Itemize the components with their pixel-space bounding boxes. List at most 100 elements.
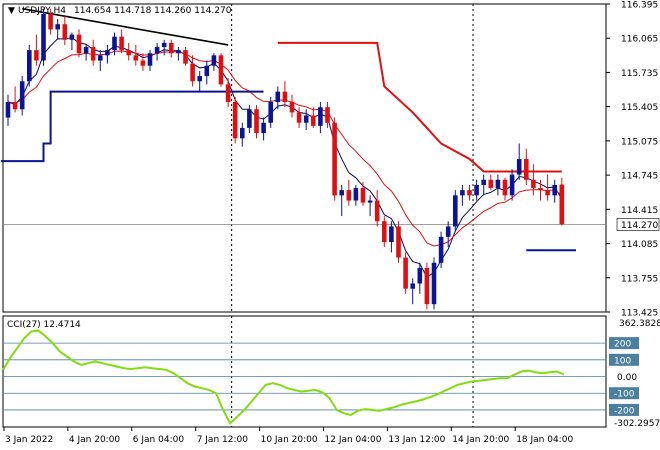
candle-body	[126, 50, 131, 56]
time-tick-label: 13 Jan 12:00	[388, 435, 445, 445]
candle-body	[133, 55, 139, 61]
candle-body	[417, 267, 423, 284]
candle-body	[240, 127, 245, 139]
candle-body	[218, 55, 224, 85]
candle-body	[275, 91, 281, 102]
candle-body	[559, 184, 565, 225]
cci-level-tag	[609, 353, 639, 366]
cci-title: CCI(27) 12.4714	[7, 320, 81, 330]
price-tick-label: 114.745	[621, 172, 658, 182]
candle-body	[311, 115, 316, 126]
cci-level-label: 100	[614, 356, 631, 366]
candle-body	[389, 226, 394, 242]
candle-body	[140, 60, 146, 66]
candle-body	[289, 102, 295, 113]
candle-body	[76, 34, 82, 54]
candle-body	[509, 174, 515, 196]
price-pane	[2, 3, 607, 313]
time-tick-label: 7 Jan 12:00	[197, 435, 249, 445]
candle-body	[318, 107, 323, 126]
price-tick-label: 113.425	[621, 309, 658, 319]
candle-body	[332, 122, 337, 196]
candle-body	[254, 109, 259, 134]
candle-body	[538, 188, 543, 191]
candle-body	[247, 109, 252, 128]
candle-body	[353, 188, 359, 201]
candle-body	[19, 81, 25, 110]
candle-body	[190, 63, 195, 82]
collapse-arrow-icon[interactable]: ▼	[8, 6, 15, 16]
time-tick-label: 3 Jan 2022	[5, 435, 53, 445]
candle-body	[105, 50, 110, 56]
candle-body	[154, 47, 160, 54]
price-tick-label: 115.735	[621, 69, 658, 79]
candle-body	[360, 188, 366, 203]
cci-level-label: 200	[614, 340, 631, 350]
time-tick-label: 12 Jan 04:00	[325, 435, 382, 445]
candle-body	[403, 257, 408, 289]
cci-line	[2, 329, 565, 425]
candle-body	[27, 50, 32, 82]
candle-body	[502, 179, 508, 196]
candle-body	[545, 190, 550, 196]
symbol-label: USDJPY,H4	[18, 6, 66, 16]
candle-body	[161, 42, 167, 48]
candle-body	[183, 50, 188, 64]
candle-body	[531, 179, 536, 189]
candle-body	[119, 36, 124, 51]
candle-body	[34, 50, 39, 61]
candle-body	[367, 200, 373, 203]
candle-body	[339, 190, 344, 196]
price-tick-label: 115.075	[621, 137, 658, 147]
candle-body	[204, 65, 210, 77]
price-tick-label: 113.755	[621, 274, 658, 284]
candle-body	[83, 47, 89, 54]
price-tick-label: 114.415	[621, 206, 658, 216]
candle-body	[197, 76, 202, 82]
candle-body	[424, 267, 430, 305]
candle-body	[467, 190, 472, 196]
candle-body	[98, 55, 103, 61]
time-tick-label: 14 Jan 20:00	[452, 435, 509, 445]
candle-body	[282, 91, 288, 102]
candle-body	[261, 122, 266, 134]
candle-body	[410, 283, 415, 289]
ohlc-readout: 114.654 114.718 114.260 114.270	[74, 6, 232, 16]
candle-body	[62, 24, 68, 40]
current-price-tag	[616, 218, 660, 231]
candle-body	[48, 13, 53, 30]
cci-level-label: -200	[614, 406, 635, 416]
candle-body	[453, 195, 458, 227]
cci-pane	[2, 315, 607, 428]
candle-body	[431, 262, 437, 305]
cci-level-tag	[609, 403, 639, 416]
cci-level-tag	[609, 337, 639, 350]
candle-body	[524, 159, 529, 180]
candle-body	[325, 107, 330, 123]
candle-body	[296, 112, 302, 123]
candle-body	[5, 102, 11, 118]
time-tick-label: 10 Jan 20:00	[261, 435, 318, 445]
candle-body	[438, 236, 444, 263]
candle-body	[55, 24, 60, 30]
candle-body	[225, 84, 231, 102]
trendline	[22, 7, 229, 46]
candle-body	[460, 190, 465, 196]
candle-body	[169, 42, 174, 54]
trail-stop-low-line	[0, 90, 264, 163]
candle-body	[481, 179, 486, 185]
current-price-label: 114.270	[621, 221, 658, 231]
candle-body	[90, 47, 96, 61]
price-tick-label: 116.065	[621, 35, 658, 45]
candle-body	[495, 179, 501, 189]
candle-body	[516, 159, 522, 175]
cci-level-tag	[609, 387, 639, 400]
candle-body	[232, 102, 238, 139]
candle-body	[445, 226, 451, 237]
candle-body	[268, 102, 273, 123]
cci-max-label: 362.3828	[619, 319, 660, 329]
candle-body	[12, 102, 18, 110]
price-tick-label: 116.395	[621, 1, 658, 11]
